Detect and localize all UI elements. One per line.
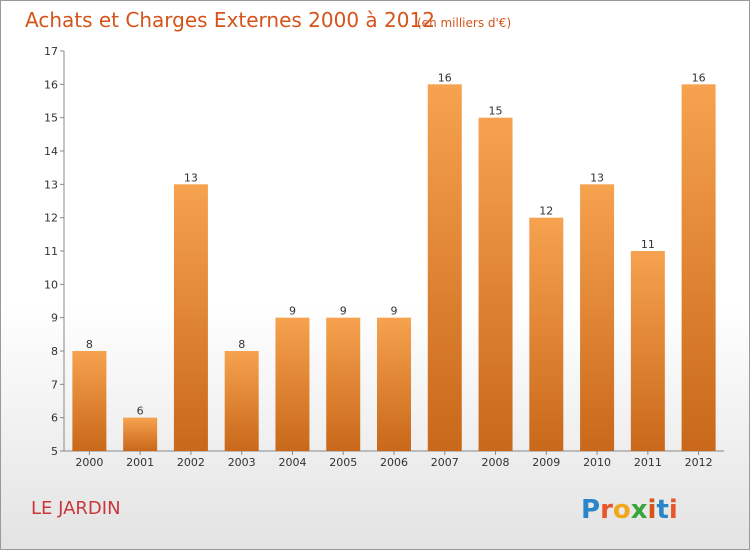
bar-value-label: 9 — [340, 305, 347, 318]
logo-letter: t — [656, 495, 668, 525]
chart-subtitle: (en milliers d'€) — [417, 16, 511, 30]
bar-value-label: 16 — [692, 71, 706, 84]
x-tick-label: 2002 — [177, 456, 205, 469]
x-tick-label: 2003 — [228, 456, 256, 469]
logo-letter: i — [669, 495, 678, 525]
bar — [72, 351, 107, 451]
x-tick-label: 2001 — [126, 456, 154, 469]
x-tick-label: 2006 — [380, 456, 408, 469]
bar — [224, 351, 259, 451]
commune-name: LE JARDIN — [31, 498, 121, 519]
bar-value-label: 6 — [137, 405, 144, 418]
bar — [580, 184, 615, 452]
x-axis: 2000 2001 2002 2003 2004 2005 2006 2007 2008 2009… — [64, 450, 724, 469]
bar-value-label: 12 — [539, 205, 553, 218]
x-tick-label: 2010 — [583, 456, 611, 469]
y-tick-label: 15 — [44, 112, 58, 125]
bar — [377, 317, 411, 451]
bar-value-label: 9 — [289, 305, 296, 318]
logo-letter: o — [613, 495, 631, 525]
bar — [123, 417, 158, 451]
y-tick-label: 14 — [44, 145, 58, 158]
y-tick-label: 8 — [51, 345, 58, 358]
x-tick-label: 2007 — [431, 456, 459, 469]
y-tick-label: 11 — [44, 245, 58, 258]
x-tick-label: 2008 — [482, 456, 510, 469]
y-tick-label: 6 — [51, 412, 58, 425]
y-tick-label: 5 — [51, 445, 58, 458]
bar — [275, 317, 310, 451]
logo-letter: i — [648, 495, 657, 525]
x-tick-label: 2012 — [685, 456, 713, 469]
bar-value-label: 13 — [590, 171, 604, 184]
bar-value-label: 11 — [641, 238, 655, 251]
y-tick-label: 16 — [44, 78, 58, 91]
x-tick-label: 2004 — [278, 456, 306, 469]
y-tick-label: 10 — [44, 278, 58, 291]
bar-value-label: 8 — [238, 338, 245, 351]
y-axis: 5 6 7 8 9 10 11 12 13 14 15 16 17 — [44, 45, 65, 458]
bar — [427, 84, 462, 451]
bar — [478, 117, 513, 452]
y-tick-label: 7 — [51, 378, 58, 391]
x-tick-label: 2009 — [532, 456, 560, 469]
y-tick-label: 17 — [44, 45, 58, 58]
bar — [630, 251, 665, 451]
logo-letter: x — [631, 495, 648, 525]
y-tick-label: 12 — [44, 212, 58, 225]
chart-title: Achats et Charges Externes 2000 à 2012 — [25, 8, 435, 32]
bar-value-label: 16 — [438, 71, 452, 84]
logo-letter: r — [600, 495, 613, 525]
x-tick-label: 2000 — [75, 456, 103, 469]
proxiti-logo: Proxiti — [581, 495, 678, 525]
logo-letter: P — [581, 495, 600, 525]
bar-value-label: 13 — [184, 171, 198, 184]
bar — [173, 184, 208, 452]
bar — [529, 217, 564, 451]
bar — [681, 84, 716, 451]
bar-value-label: 8 — [86, 338, 93, 351]
bar-value-label: 15 — [489, 105, 503, 118]
bar-series: 8 6 13 8 9 9 9 16 15 12 13 11 16 — [72, 71, 716, 452]
bar — [326, 317, 361, 451]
x-tick-label: 2005 — [329, 456, 357, 469]
x-tick-label: 2011 — [634, 456, 662, 469]
y-tick-label: 13 — [44, 178, 58, 191]
bar-value-label: 9 — [391, 305, 398, 318]
y-tick-label: 9 — [51, 312, 58, 325]
